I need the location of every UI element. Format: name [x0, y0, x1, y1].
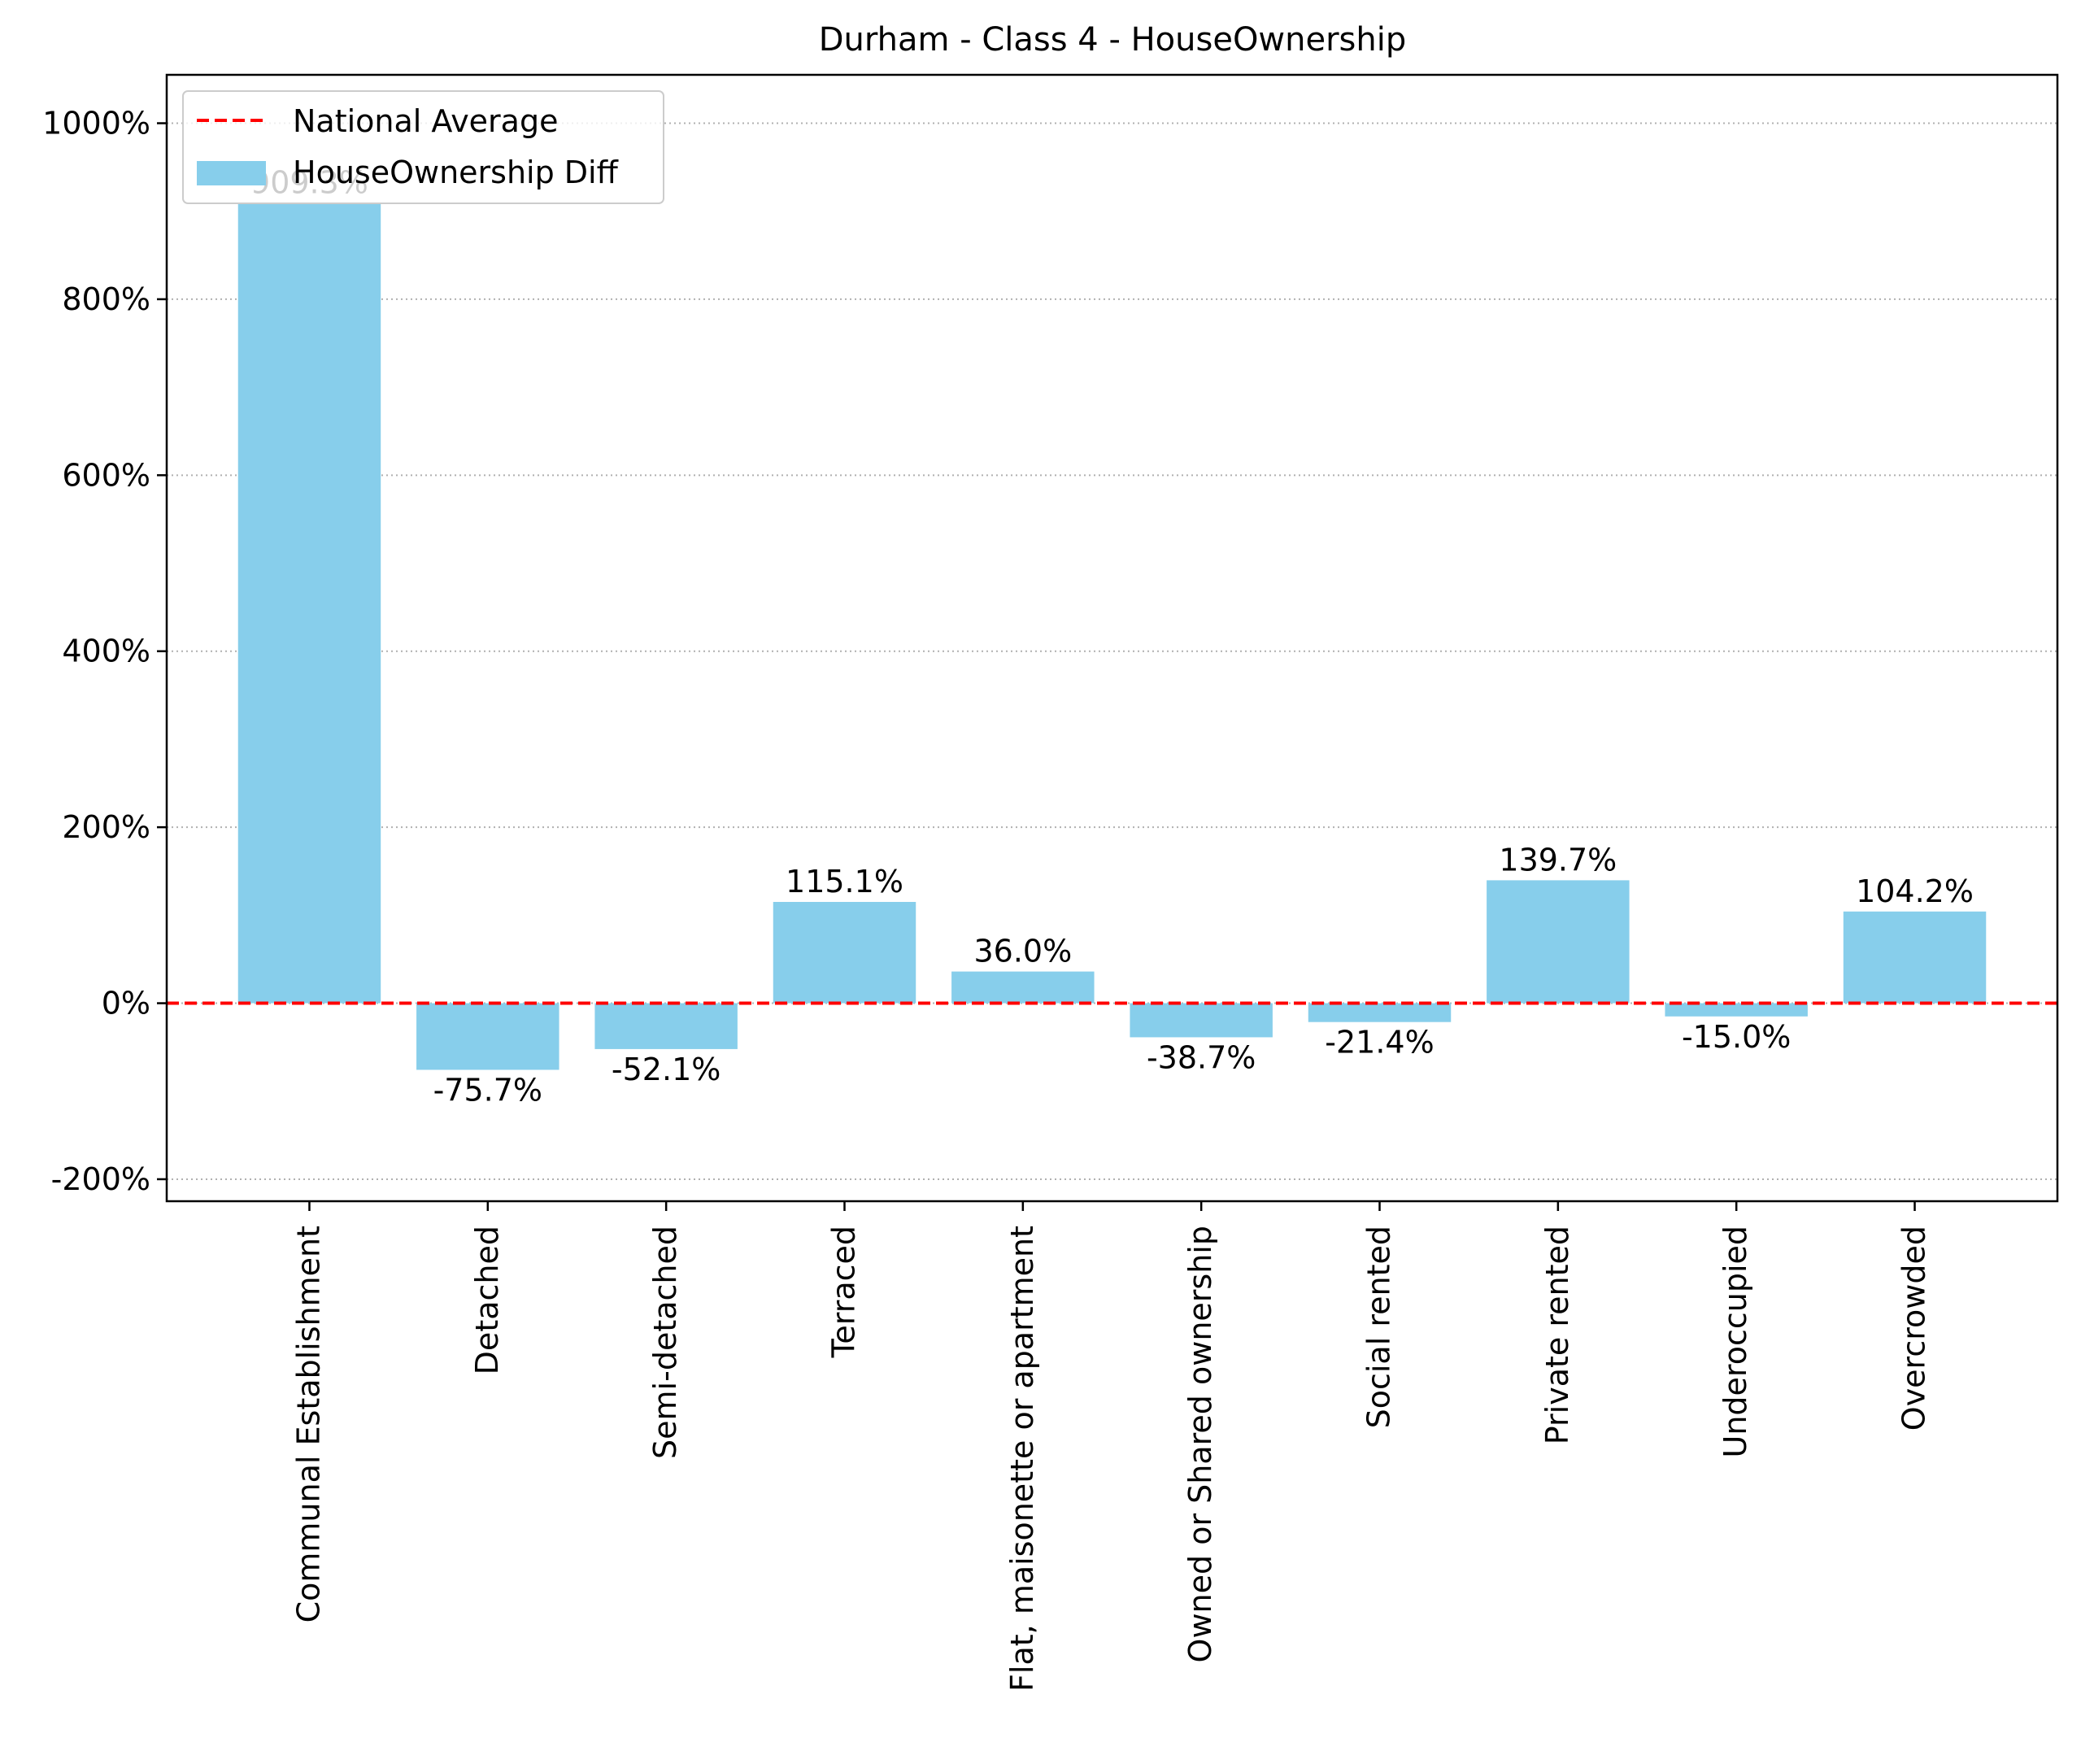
data-label: 36.0%: [973, 934, 1072, 969]
bar: [237, 203, 381, 1004]
x-tick-label: Terraced: [825, 1226, 861, 1358]
y-tick-label: 200%: [62, 809, 150, 845]
x-tick-label: Communal Establishment: [290, 1226, 326, 1622]
legend-box: [182, 90, 664, 204]
y-tick-label: 400%: [62, 634, 150, 669]
x-tick-label: Underoccupied: [1717, 1226, 1753, 1457]
x-tick-label: Overcrowded: [1896, 1226, 1932, 1431]
bar: [1665, 1003, 1808, 1017]
x-tick-label: Owned or Shared ownership: [1182, 1226, 1218, 1662]
x-tick-label: Social rented: [1361, 1226, 1397, 1428]
data-label: 104.2%: [1856, 873, 1974, 909]
y-axis: -200% 0% 200% 400% 600% 800% 1000%: [42, 106, 167, 1197]
bar: [416, 1003, 559, 1070]
y-tick-label: -200%: [51, 1161, 150, 1197]
bar: [1130, 1003, 1273, 1038]
bar: [951, 971, 1095, 1004]
data-label: -38.7%: [1147, 1039, 1256, 1075]
bar-series: [237, 203, 1987, 1070]
plot-frame: [165, 73, 2059, 1203]
y-tick-label: 1000%: [42, 106, 150, 142]
data-label: -52.1%: [612, 1052, 721, 1087]
x-axis: Communal Establishment Detached Semi-detac…: [290, 1201, 1932, 1692]
x-tick-label: Semi-detached: [647, 1226, 683, 1459]
x-tick-label: Detached: [469, 1226, 505, 1374]
legend-bar-swatch: [197, 161, 266, 185]
data-label: -15.0%: [1682, 1019, 1791, 1055]
data-label: 115.1%: [786, 864, 903, 899]
data-label: -21.4%: [1325, 1025, 1434, 1061]
bar: [1308, 1003, 1452, 1022]
x-tick-label: Private rented: [1539, 1226, 1575, 1444]
bar: [1843, 911, 1987, 1004]
y-tick-label: 0%: [102, 986, 150, 1021]
legend-label-national-average: National Average: [293, 103, 558, 139]
x-tick-label: Flat, maisonette or apartment: [1004, 1226, 1040, 1692]
y-tick-label: 600%: [62, 457, 150, 493]
legend-label-houseownership-diff: HouseOwnership Diff: [293, 155, 619, 190]
chart-title: Durham - Class 4 - HouseOwnership: [819, 21, 1407, 59]
data-label: 139.7%: [1499, 842, 1617, 878]
bar: [1487, 880, 1630, 1004]
legend: National Average HouseOwnership Diff: [182, 90, 664, 204]
bar: [594, 1003, 738, 1049]
data-label: -75.7%: [433, 1072, 542, 1108]
bar: [773, 902, 916, 1004]
y-tick-label: 800%: [62, 281, 150, 317]
